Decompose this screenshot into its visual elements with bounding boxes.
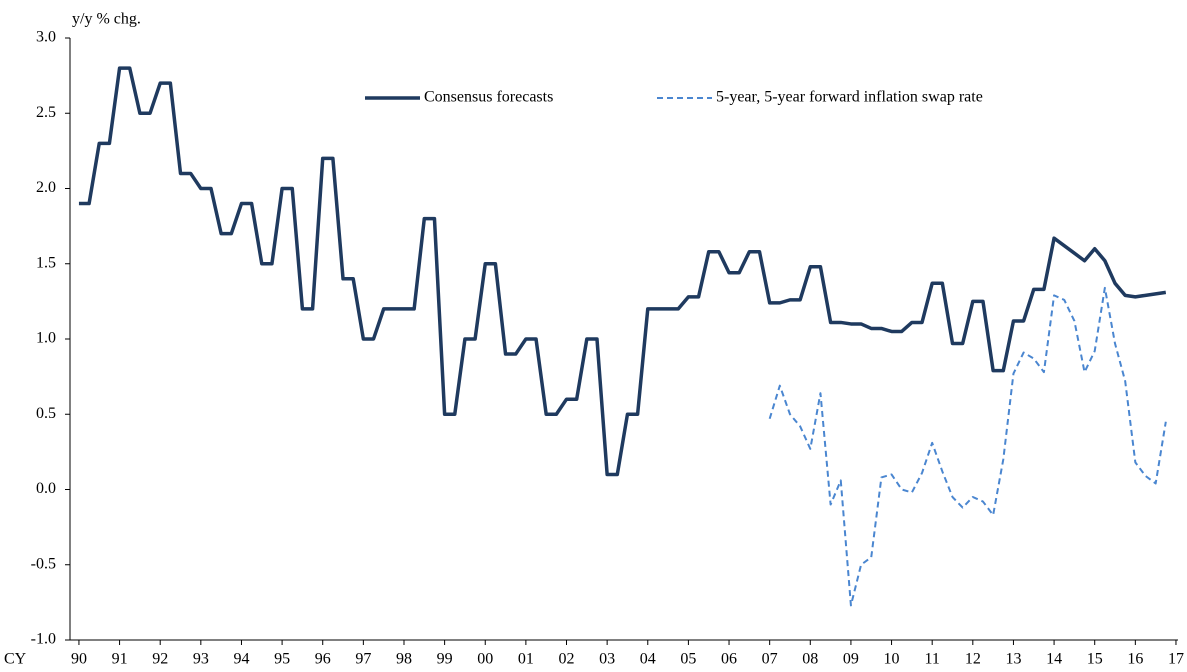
x-tick-label: 17: [1168, 651, 1184, 668]
x-tick-label: 13: [1005, 651, 1021, 668]
x-tick-label: 93: [193, 651, 209, 668]
y-axis-label: y/y % chg.: [72, 11, 141, 28]
x-tick-label: 90: [71, 651, 87, 668]
x-tick-label: 09: [843, 651, 859, 668]
x-tick-label: 06: [721, 651, 737, 668]
y-tick-label: -1.0: [31, 631, 56, 648]
legend-label: Consensus forecasts: [424, 89, 553, 106]
x-tick-label: 02: [559, 651, 575, 668]
y-tick-label: 1.5: [36, 254, 56, 271]
x-tick-label: 03: [599, 651, 615, 668]
y-tick-label: 0.0: [36, 480, 56, 497]
x-tick-label: 05: [680, 651, 696, 668]
x-tick-label: 01: [518, 651, 534, 668]
x-tick-label: 10: [884, 651, 900, 668]
y-tick-label: 3.0: [36, 29, 56, 46]
x-tick-label: 98: [396, 651, 412, 668]
x-tick-label: 08: [802, 651, 818, 668]
x-tick-label: 04: [640, 651, 656, 668]
legend-label: 5-year, 5-year forward inflation swap ra…: [716, 89, 983, 106]
series-line: [768, 286, 1167, 607]
x-tick-label: 00: [477, 651, 493, 668]
series-line: [78, 66, 1167, 477]
x-tick-label: 94: [233, 651, 249, 668]
y-tick-label: 1.0: [36, 330, 56, 347]
x-tick-label: 07: [762, 651, 778, 668]
x-tick-label: 11: [924, 651, 939, 668]
x-tick-label: 12: [965, 651, 981, 668]
x-tick-label: 99: [437, 651, 453, 668]
x-tick-label: 96: [315, 651, 331, 668]
y-tick-label: -0.5: [31, 555, 56, 572]
y-tick-label: 2.5: [36, 104, 56, 121]
y-tick-label: 2.0: [36, 179, 56, 196]
x-tick-label: 92: [152, 651, 168, 668]
x-axis-label: CY: [4, 651, 27, 668]
x-tick-label: 15: [1087, 651, 1103, 668]
x-tick-label: 97: [355, 651, 371, 668]
x-tick-label: 95: [274, 651, 290, 668]
x-tick-label: 16: [1127, 651, 1143, 668]
x-tick-label: 91: [112, 651, 128, 668]
x-tick-label: 14: [1046, 651, 1062, 668]
y-tick-label: 0.5: [36, 405, 56, 422]
